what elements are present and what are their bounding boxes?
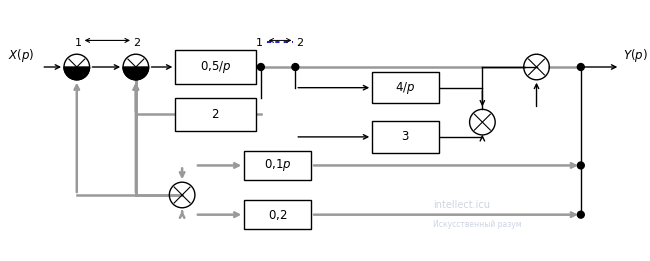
Circle shape [577,211,584,218]
Circle shape [577,64,584,70]
Text: Искусственный разум: Искусственный разум [433,220,522,229]
FancyBboxPatch shape [176,98,256,131]
FancyBboxPatch shape [176,50,256,84]
Text: $X(p)$: $X(p)$ [8,47,34,64]
Text: $3$: $3$ [401,130,410,143]
FancyBboxPatch shape [372,121,439,153]
Text: $1$: $1$ [74,36,82,48]
Circle shape [257,64,265,70]
Polygon shape [123,67,149,80]
Text: intellect.icu: intellect.icu [433,200,490,210]
FancyBboxPatch shape [372,72,439,103]
FancyBboxPatch shape [244,151,311,180]
Text: $1$: $1$ [255,36,263,48]
Circle shape [292,64,299,70]
Text: $0{,}1p$: $0{,}1p$ [264,157,291,174]
Text: $0{,}5/p$: $0{,}5/p$ [200,59,231,75]
FancyBboxPatch shape [244,200,311,229]
Text: $0{,}2$: $0{,}2$ [268,208,287,222]
Polygon shape [64,67,90,80]
Text: $2$: $2$ [211,108,220,121]
Text: $2$: $2$ [296,36,304,48]
Circle shape [577,162,584,169]
Text: $4/p$: $4/p$ [395,80,416,96]
Text: $2$: $2$ [133,36,141,48]
Text: $Y(p)$: $Y(p)$ [623,47,648,64]
